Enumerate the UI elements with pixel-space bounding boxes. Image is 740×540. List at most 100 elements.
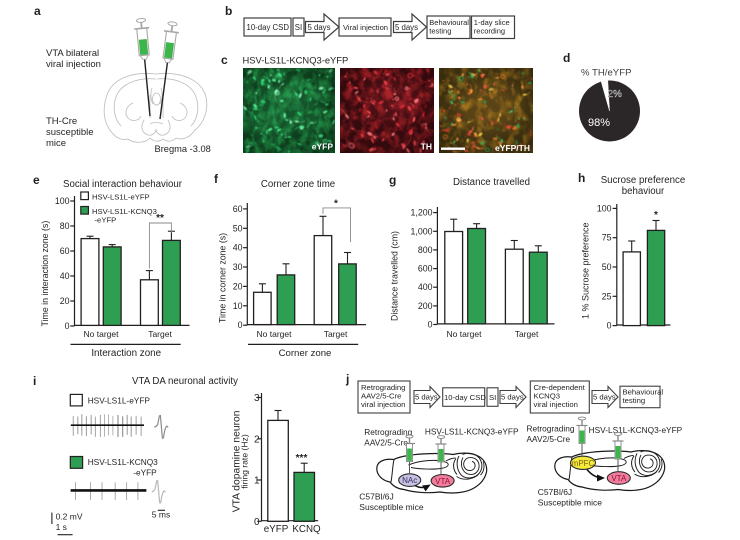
svg-text:HSV-LS1L-KCNQ3-eYFP: HSV-LS1L-KCNQ3-eYFP	[589, 425, 683, 435]
svg-text:Viral injection: Viral injection	[343, 23, 388, 32]
svg-text:60: 60	[233, 204, 243, 214]
svg-text:VTA: VTA	[435, 477, 451, 486]
svg-text:Target: Target	[515, 329, 539, 339]
svg-text:5 days: 5 days	[593, 393, 616, 402]
svg-text:Corner zone time: Corner zone time	[261, 179, 335, 190]
svg-text:3: 3	[254, 393, 260, 404]
svg-text:eYFP/TH: eYFP/TH	[495, 143, 530, 153]
svg-text:Target: Target	[324, 329, 348, 339]
svg-text:-eYFP: -eYFP	[133, 468, 157, 478]
svg-text:5 days: 5 days	[308, 23, 331, 32]
svg-text:0: 0	[65, 321, 70, 331]
svg-text:VTA bilateral: VTA bilateral	[46, 48, 99, 59]
svg-text:susceptible: susceptible	[46, 127, 94, 138]
svg-text:testing: testing	[623, 396, 646, 405]
svg-text:Interaction zone: Interaction zone	[91, 348, 161, 359]
svg-text:HSV-LS1L-eYFP: HSV-LS1L-eYFP	[88, 395, 151, 405]
svg-text:1,000: 1,000	[410, 226, 432, 236]
svg-text:20: 20	[60, 296, 70, 306]
svg-text:0: 0	[607, 321, 612, 331]
svg-text:HSV-LS1L-KCNQ3: HSV-LS1L-KCNQ3	[92, 207, 157, 216]
svg-text:mPFC: mPFC	[572, 459, 595, 468]
svg-text:NAc: NAc	[402, 476, 417, 485]
svg-text:Cre-dependent: Cre-dependent	[534, 383, 586, 392]
svg-text:i: i	[33, 374, 36, 388]
svg-text:1-day slice: 1-day slice	[474, 18, 510, 27]
svg-text:AAV2/5-Cre: AAV2/5-Cre	[364, 438, 408, 448]
svg-text:***: ***	[296, 453, 308, 464]
svg-text:800: 800	[418, 245, 433, 255]
svg-text:40: 40	[233, 243, 243, 253]
svg-text:viral injection: viral injection	[534, 400, 578, 409]
svg-text:Social interaction behaviour: Social interaction behaviour	[63, 179, 183, 190]
svg-text:*: *	[334, 199, 338, 210]
svg-text:h: h	[578, 171, 585, 185]
svg-text:KCNQ3: KCNQ3	[534, 392, 561, 401]
svg-text:HSV-LS1L-eYFP: HSV-LS1L-eYFP	[92, 193, 150, 202]
svg-text:d: d	[563, 51, 570, 65]
svg-text:No target: No target	[84, 329, 120, 339]
svg-text:AAV2/5-Cre: AAV2/5-Cre	[527, 434, 571, 444]
svg-text:VTA: VTA	[611, 474, 627, 483]
svg-text:30: 30	[233, 262, 243, 272]
svg-text:j: j	[345, 372, 349, 386]
svg-text:0.2 mV: 0.2 mV	[56, 512, 83, 522]
svg-text:C57Bl/6J: C57Bl/6J	[538, 487, 573, 497]
svg-text:*: *	[654, 210, 658, 221]
svg-text:Retrograding: Retrograding	[364, 427, 412, 437]
svg-text:10-day CSD: 10-day CSD	[247, 23, 290, 32]
svg-text:1: 1	[254, 476, 260, 487]
svg-text:600: 600	[418, 264, 433, 274]
svg-text:HSV-LS1L-KCNQ3: HSV-LS1L-KCNQ3	[88, 457, 158, 467]
svg-text:200: 200	[418, 301, 433, 311]
svg-text:98%: 98%	[588, 117, 610, 129]
svg-text:1,200: 1,200	[410, 208, 432, 218]
svg-text:behaviour: behaviour	[622, 186, 665, 197]
svg-text:c: c	[221, 53, 228, 67]
svg-text:5 ms: 5 ms	[152, 509, 170, 519]
svg-text:VTA DA neuronal activity: VTA DA neuronal activity	[132, 376, 238, 387]
svg-text:HSV-LS1L-KCNQ3-eYFP: HSV-LS1L-KCNQ3-eYFP	[425, 427, 519, 437]
svg-text:0: 0	[254, 517, 260, 528]
svg-text:400: 400	[418, 282, 433, 292]
svg-text:20: 20	[233, 281, 243, 291]
svg-text:g: g	[389, 173, 396, 187]
svg-text:2: 2	[254, 434, 260, 445]
svg-text:5 days: 5 days	[501, 393, 524, 402]
svg-text:VTA dopamine neuron: VTA dopamine neuron	[232, 410, 243, 512]
svg-text:Corner zone: Corner zone	[279, 348, 332, 359]
svg-text:No target: No target	[447, 329, 483, 339]
svg-text:SI: SI	[489, 393, 496, 402]
svg-text:C57Bl/6J: C57Bl/6J	[359, 492, 394, 502]
svg-text:50: 50	[233, 223, 243, 233]
svg-text:b: b	[225, 4, 232, 18]
svg-text:recording: recording	[474, 27, 505, 36]
svg-text:-eYFP: -eYFP	[95, 216, 117, 225]
svg-text:testing: testing	[429, 27, 451, 36]
svg-text:5 days: 5 days	[395, 23, 418, 32]
svg-text:Retrograding: Retrograding	[527, 424, 575, 434]
svg-text:Distance travelled (cm): Distance travelled (cm)	[390, 231, 400, 321]
svg-text:Bregma -3.08: Bregma -3.08	[155, 144, 211, 154]
svg-text:Time in corner zone (s): Time in corner zone (s)	[217, 233, 227, 323]
svg-text:Susceptible mice: Susceptible mice	[538, 498, 603, 508]
svg-text:100: 100	[55, 196, 70, 206]
svg-text:a: a	[34, 4, 41, 18]
svg-text:KCNQ: KCNQ	[292, 524, 321, 535]
svg-text:0: 0	[428, 320, 433, 330]
svg-text:No target: No target	[257, 329, 293, 339]
svg-text:5 days: 5 days	[415, 393, 438, 402]
svg-text:eYFP: eYFP	[312, 142, 334, 152]
svg-text:% TH/eYFP: % TH/eYFP	[581, 68, 631, 79]
svg-text:10-day CSD: 10-day CSD	[444, 393, 486, 402]
svg-text:10: 10	[233, 301, 243, 311]
svg-text:40: 40	[60, 271, 70, 281]
svg-text:1 s: 1 s	[56, 522, 67, 532]
svg-text:AAV2/5-Cre: AAV2/5-Cre	[361, 392, 401, 401]
svg-text:50: 50	[602, 262, 612, 272]
svg-text:100: 100	[597, 203, 612, 213]
svg-text:75: 75	[602, 233, 612, 243]
svg-text:SI: SI	[295, 23, 302, 32]
svg-text:0: 0	[238, 320, 243, 330]
svg-text:**: **	[156, 213, 164, 224]
